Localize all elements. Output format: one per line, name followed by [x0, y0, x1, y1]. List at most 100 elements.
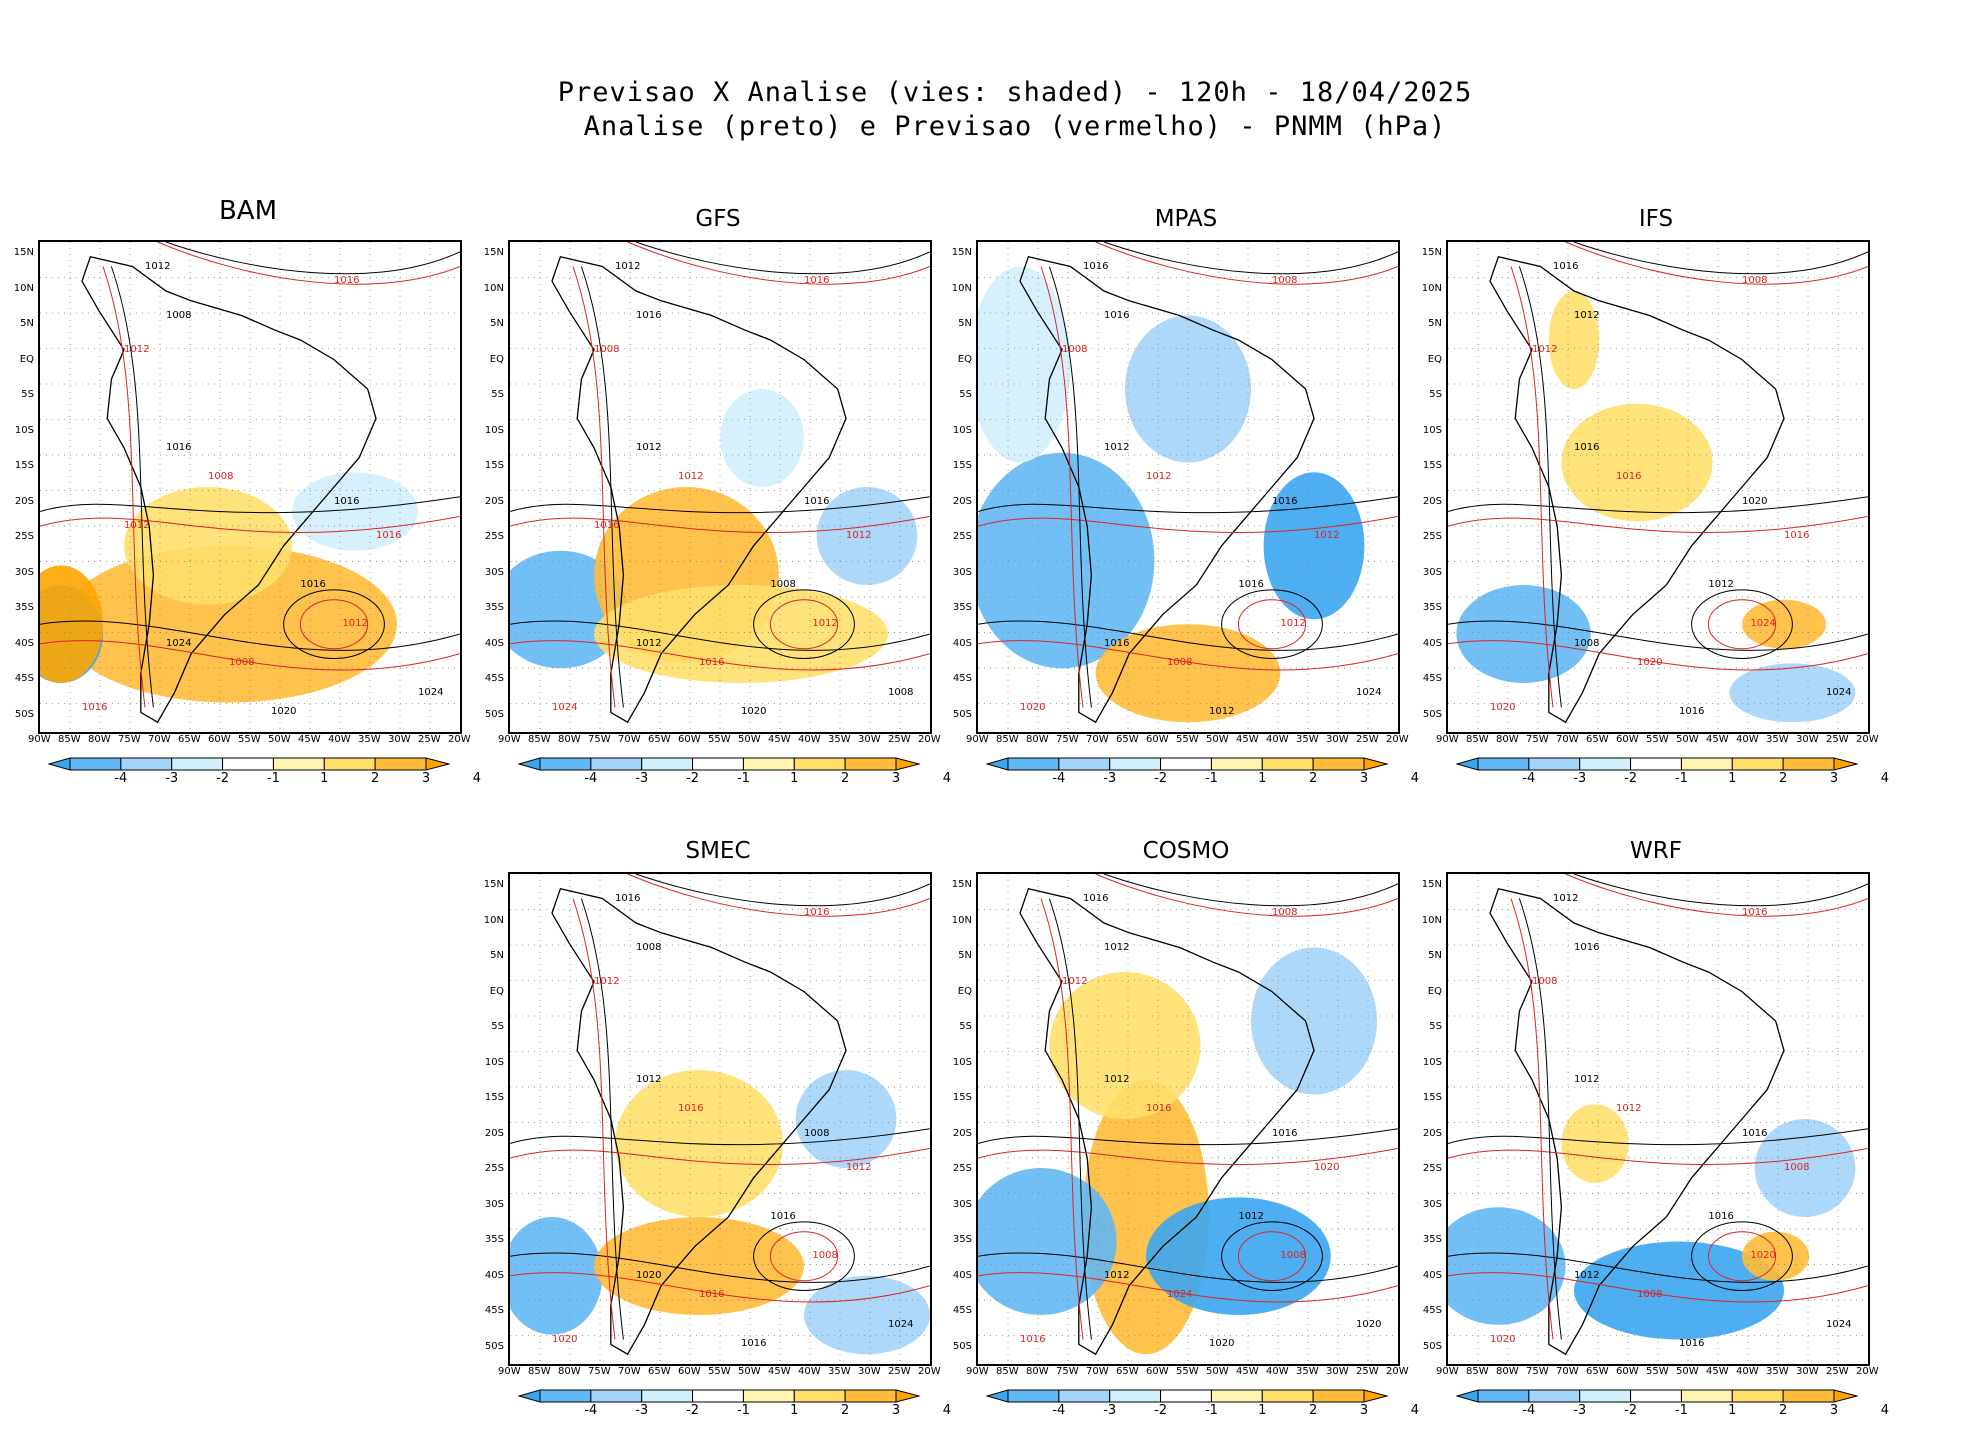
lat-tick-label: 25S [484, 1163, 504, 1175]
colorbar-segment [1731, 1389, 1784, 1403]
lon-tick-label: 40W [798, 734, 821, 745]
lon-tick-label: 30W [1796, 1366, 1819, 1377]
colorbar-extend-right [1363, 757, 1389, 771]
lon-tick-label: 20W [918, 1366, 941, 1377]
colorbar-canvas [1455, 1389, 1859, 1403]
colorbar-segment [1261, 1389, 1314, 1403]
bias-shade-3 [40, 565, 103, 683]
lon-tick-label: 35W [828, 734, 851, 745]
forecast-isobar-closed [1237, 599, 1307, 650]
continent-outline [551, 255, 847, 724]
isobar-label: 1008 [166, 309, 192, 321]
bias-shade-2 [1561, 1104, 1629, 1183]
lat-tick-label: 50S [1422, 1341, 1442, 1352]
forecast-isobar [157, 242, 460, 285]
lon-tick-label: 90W [28, 734, 51, 745]
lat-tick-label: 20S [952, 495, 972, 507]
lat-tick-label: 45S [952, 1305, 972, 1317]
lon-tick-label: 90W [498, 1366, 521, 1377]
lon-tick-label: 70W [148, 734, 171, 745]
lon-tick-label: 25W [418, 734, 441, 745]
analysis-isobar [978, 1252, 1398, 1283]
forecast-isobar [627, 242, 930, 285]
isobar-label: 1020 [1490, 1333, 1516, 1345]
bias-shade-2 [1742, 599, 1826, 649]
colorbar-extend-left [517, 1389, 541, 1403]
lon-tick-label: 85W [996, 1366, 1019, 1377]
lon-tick-label: 30W [1796, 734, 1819, 745]
lon-tick-label: 70W [1556, 734, 1579, 745]
colorbar-segment [1477, 1389, 1530, 1403]
colorbar-segment [1731, 757, 1784, 771]
colorbar-label: -3 [635, 1403, 649, 1418]
colorbar-label: 3 [891, 1403, 901, 1418]
colorbar-segment [222, 757, 274, 771]
colorbar-segment [1160, 757, 1212, 771]
isobar-label: 1020 [1314, 1162, 1340, 1173]
colorbar-label: -1 [1674, 771, 1688, 786]
isobar-label: 1020 [1742, 495, 1768, 507]
lon-tick-label: 75W [118, 734, 141, 745]
isobar-label: 1012 [1238, 1211, 1264, 1222]
lat-tick-label: 25S [952, 1163, 972, 1175]
lon-tick-label: 55W [1646, 734, 1669, 745]
isobar-label: 1012 [1616, 1103, 1642, 1115]
colorbar-segment [590, 757, 643, 771]
figure-title: Previsao X Analise (vies: shaded) - 120h… [0, 76, 1964, 144]
lon-tick-label: 45W [1706, 1366, 1729, 1377]
colorbar-extend-left [1455, 757, 1479, 771]
forecast-isobar [1510, 898, 1554, 1340]
isobar-label: 1016 [1238, 579, 1264, 590]
forecast-isobar [978, 1147, 1398, 1166]
analysis-isobar [510, 620, 930, 651]
lon-tick-label: 20W [918, 734, 941, 745]
lon-tick-label: 80W [1496, 1366, 1519, 1377]
title-line-1: Previsao X Analise (vies: shaded) - 120h… [557, 77, 1473, 108]
lon-tick-label: 45W [768, 734, 791, 745]
isobar-label: 1012 [1574, 1269, 1600, 1281]
analysis-isobar [1448, 1252, 1868, 1283]
lat-tick-label: EQ [19, 353, 34, 365]
lon-tick-label: 25W [1826, 1366, 1849, 1377]
isobar-label: 1016 [804, 275, 830, 287]
bias-shade-3 [795, 1070, 897, 1168]
forecast-isobar [627, 874, 930, 917]
isobar-label: 1012 [1104, 941, 1130, 953]
isobar-label: 1008 [1062, 343, 1088, 355]
lon-tick-label: 85W [528, 734, 551, 745]
lon-tick-label: 20W [1856, 1366, 1879, 1377]
lon-tick-label: 40W [1266, 1366, 1289, 1377]
colorbar-segment [323, 757, 376, 771]
forecast-isobar [40, 640, 460, 671]
isobar-label: 1024 [888, 1318, 914, 1330]
isobar-label: 1008 [1574, 637, 1600, 649]
lon-tick-label: 55W [1646, 1366, 1669, 1377]
lon-tick-label: 75W [1056, 734, 1079, 745]
isobar-label: 1016 [166, 441, 192, 453]
isobar-label: 1008 [1637, 1289, 1663, 1301]
colorbar-label: 1 [1728, 771, 1737, 786]
lon-tick-label: 75W [588, 734, 611, 745]
lat-tick-label: 15N [951, 247, 972, 258]
analysis-isobar [1448, 620, 1868, 651]
lat-tick-label: 15S [952, 460, 972, 472]
analysis-isobar [635, 242, 930, 275]
isobar-label: 1012 [1209, 706, 1235, 718]
isobar-label: 1012 [846, 1162, 872, 1173]
isobar-label: 1008 [888, 686, 914, 698]
lat-tick-label: EQ [957, 985, 972, 997]
panel-title-cosmo: COSMO [1142, 838, 1230, 864]
lat-tick-label: 5S [491, 1021, 504, 1033]
forecast-isobar [1448, 515, 1868, 534]
isobar-label: 1012 [636, 1073, 662, 1085]
lat-tick-label: 30S [484, 1198, 504, 1210]
colorbar-label: 3 [891, 771, 901, 786]
colorbar-extend-right [1363, 1389, 1389, 1403]
lon-tick-label: 60W [1146, 734, 1169, 745]
colorbar-label: 2 [841, 1403, 850, 1418]
colorbar-label: -4 [1522, 771, 1536, 786]
isobar-label: 1024 [1826, 1318, 1852, 1330]
title-line-2: Analise (preto) e Previsao (vermelho) - … [583, 111, 1447, 142]
lon-tick-label: 40W [328, 734, 351, 745]
colorbar-label: 3 [1829, 1403, 1839, 1418]
